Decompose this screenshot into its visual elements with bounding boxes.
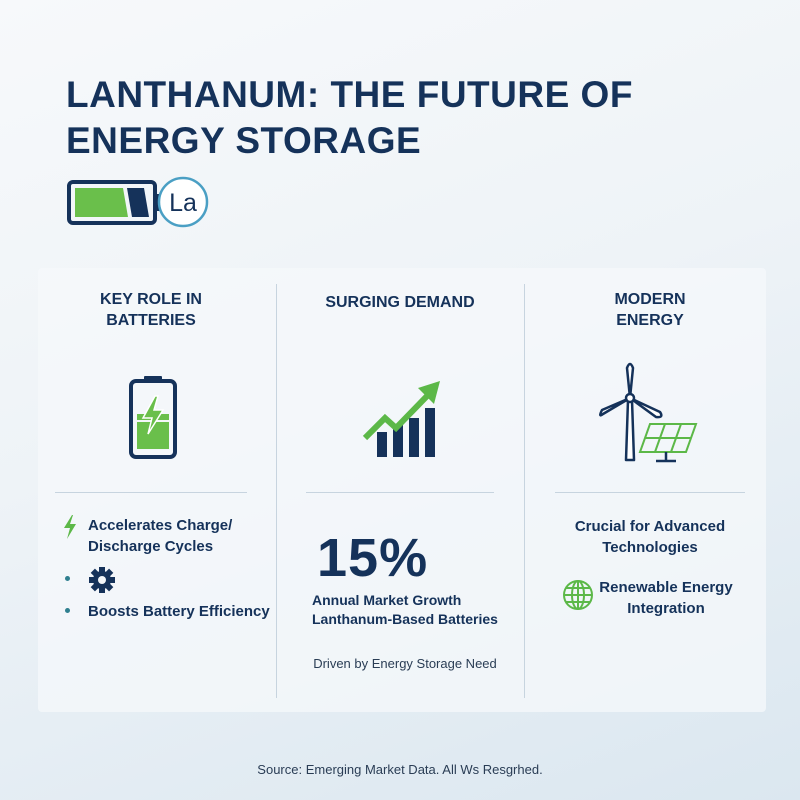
row-divider-1 — [55, 492, 247, 493]
stat-note: Driven by Energy Storage Need — [313, 656, 497, 671]
bullet-dot — [65, 576, 70, 581]
element-symbol: La — [169, 189, 197, 217]
column-heading-surging-demand: SURGING DEMAND — [325, 294, 475, 311]
source-footnote: Source: Emerging Market Data. All Ws Res… — [257, 762, 543, 777]
lightning-bolt-icon — [64, 515, 76, 539]
gear-icon — [89, 567, 115, 593]
column-divider-1 — [276, 284, 277, 698]
feature-line2: Discharge Cycles — [88, 538, 214, 555]
column-heading-line1: MODERN — [614, 291, 686, 308]
battery-icon: La — [67, 176, 209, 228]
wind-turbine-solar-panel-icon — [599, 362, 698, 463]
stat-label-line1: Annual Market Growth — [312, 592, 462, 608]
stat-value: 15% — [317, 528, 429, 588]
feature-line1: Accelerates Charge/ — [88, 517, 233, 534]
feature-boosts-efficiency: Boosts Battery Efficiency — [88, 601, 270, 622]
bullet-dot — [65, 608, 70, 613]
column-divider-2 — [524, 284, 525, 698]
stat-label-line2: Lanthanum-Based Batteries — [312, 611, 498, 627]
renewable-line2: Integration — [627, 600, 705, 617]
brand-mark: La — [66, 172, 216, 232]
feature-line1: Boosts Battery Efficiency — [88, 603, 270, 620]
content-panel — [38, 268, 766, 712]
advanced-tech-line2: Technologies — [602, 539, 698, 556]
advanced-tech-line1: Crucial for Advanced — [574, 518, 726, 535]
renewable-line1: Renewable Energy — [599, 579, 733, 596]
column-heading-line2: ENERGY — [616, 312, 684, 329]
advanced-tech-text: Crucial for Advanced Technologies — [560, 516, 740, 558]
page-title: LANTHANUM: THE FUTURE OF ENERGY STORAGE — [66, 72, 706, 164]
renewable-integration-text: Renewable Energy Integration — [596, 577, 736, 619]
column-heading-line1: KEY ROLE IN — [100, 291, 202, 308]
growth-chart-icon — [362, 381, 440, 457]
charging-battery-icon — [129, 376, 177, 459]
stat-label: Annual Market Growth Lanthanum-Based Bat… — [312, 591, 508, 629]
column-heading-line2: BATTERIES — [106, 312, 196, 329]
page-title-line1: LANTHANUM: THE FUTURE OF — [66, 74, 633, 115]
row-divider-2 — [306, 492, 494, 493]
row-divider-3 — [555, 492, 745, 493]
column-heading-modern-energy: MODERN ENERGY — [550, 289, 750, 331]
column-heading-key-role: KEY ROLE IN BATTERIES — [56, 289, 246, 331]
page-title-line2: ENERGY STORAGE — [66, 120, 422, 161]
feature-accelerates-charge: Accelerates Charge/ Discharge Cycles — [88, 515, 232, 557]
globe-icon — [563, 580, 593, 610]
